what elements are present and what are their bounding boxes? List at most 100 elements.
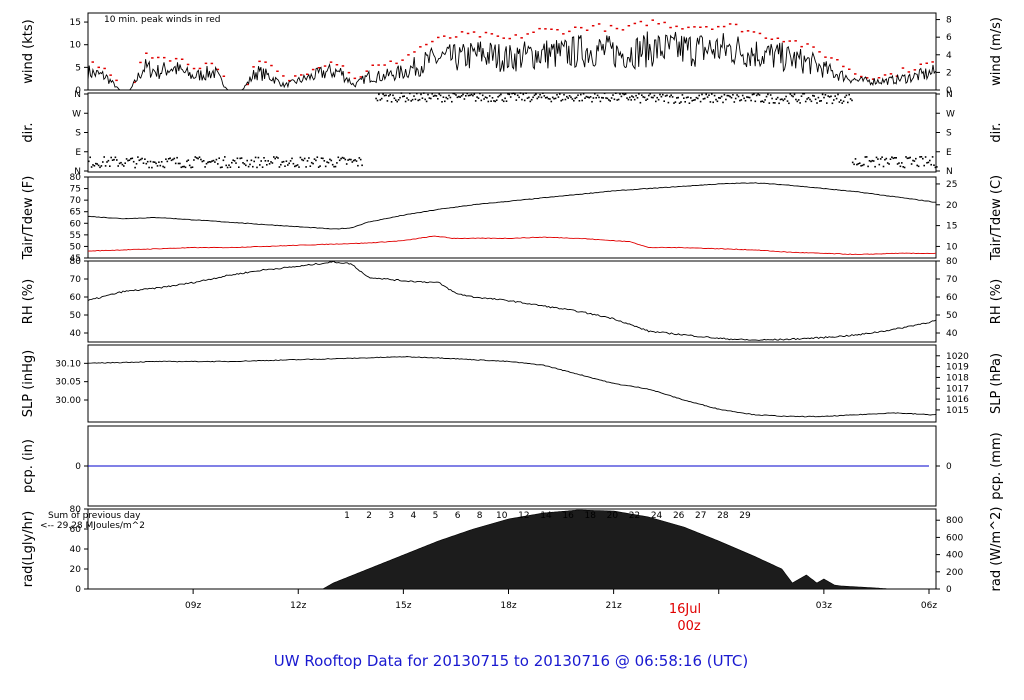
wind-peak-mark bbox=[186, 63, 190, 66]
wind-peak-mark bbox=[699, 26, 702, 28]
direction-point bbox=[922, 157, 924, 160]
direction-point bbox=[934, 166, 937, 169]
direction-point bbox=[296, 164, 299, 166]
direction-point bbox=[128, 159, 131, 161]
slp-left-label: SLP (inHg) bbox=[21, 350, 36, 418]
direction-point bbox=[799, 102, 801, 104]
direction-point bbox=[584, 97, 586, 99]
direction-point bbox=[854, 158, 857, 160]
wind-peak-mark bbox=[276, 70, 279, 72]
direction-point bbox=[333, 165, 335, 168]
direction-point bbox=[643, 96, 646, 99]
direction-point bbox=[601, 96, 603, 99]
direction-point bbox=[924, 156, 927, 158]
direction-point bbox=[470, 93, 473, 96]
panel-slp: SLP (inHg) SLP (hPa)30.0030.0530.10101510… bbox=[21, 344, 1004, 423]
direction-point bbox=[826, 102, 828, 104]
panel-wind: wind (kts) wind (m/s) 0 5 10 15 0 2 4 6 8 10 min. p… bbox=[21, 12, 1004, 96]
wind-peak-mark bbox=[377, 64, 380, 66]
direction-point bbox=[217, 163, 219, 165]
direction-point bbox=[281, 161, 283, 163]
direction-point bbox=[602, 97, 604, 99]
direction-point bbox=[507, 93, 509, 95]
direction-point bbox=[623, 93, 625, 96]
direction-point bbox=[885, 157, 888, 160]
wind-peak-mark bbox=[413, 51, 416, 53]
direction-point bbox=[767, 93, 769, 96]
direction-point bbox=[896, 163, 899, 165]
direction-point bbox=[622, 92, 624, 95]
wind-peak-mark bbox=[288, 79, 291, 82]
radiation-left-tick: 40 bbox=[70, 545, 82, 555]
direction-point bbox=[125, 158, 128, 160]
wind-peak-mark bbox=[770, 38, 774, 40]
direction-point bbox=[550, 100, 553, 103]
direction-point bbox=[407, 99, 410, 101]
direction-point bbox=[758, 94, 761, 96]
direction-point bbox=[303, 157, 306, 160]
direction-point bbox=[764, 99, 766, 101]
radiation-left-tick: 20 bbox=[70, 565, 82, 575]
direction-point bbox=[540, 96, 543, 99]
direction-point bbox=[529, 100, 532, 103]
direction-point bbox=[389, 93, 391, 96]
direction-point bbox=[472, 94, 474, 97]
direction-point bbox=[104, 165, 107, 167]
wind-peak-mark bbox=[675, 25, 678, 28]
direction-point bbox=[284, 165, 286, 167]
direction-point bbox=[158, 161, 160, 163]
direction-point bbox=[142, 162, 145, 164]
temperature-left-tick: 70 bbox=[70, 196, 82, 206]
direction-point bbox=[153, 161, 156, 163]
direction-points bbox=[88, 92, 938, 169]
direction-point bbox=[847, 101, 849, 104]
panel-rh: RH (%) RH (%) 40 50 60 70 80 40 50 60 70 80 bbox=[21, 257, 1004, 343]
direction-point bbox=[577, 94, 579, 96]
direction-point bbox=[732, 94, 734, 96]
wind-peak-mark bbox=[168, 60, 172, 62]
direction-point bbox=[903, 166, 906, 169]
direction-point bbox=[233, 160, 236, 162]
direction-point bbox=[93, 165, 96, 167]
wind-peak-mark bbox=[383, 64, 386, 66]
direction-right-tick: W bbox=[946, 109, 955, 119]
direction-point bbox=[411, 98, 414, 101]
wind-left-tick: 10 bbox=[70, 41, 82, 51]
direction-point bbox=[120, 161, 122, 164]
direction-point bbox=[568, 95, 571, 97]
direction-point bbox=[746, 96, 748, 98]
direction-point bbox=[270, 161, 272, 163]
wind-peak-mark bbox=[502, 37, 505, 39]
direction-point bbox=[639, 101, 642, 104]
temperature-left-tick: 50 bbox=[70, 242, 82, 252]
direction-point bbox=[878, 163, 881, 166]
radiation-top-label: 6 bbox=[455, 511, 461, 521]
direction-point bbox=[508, 93, 511, 96]
direction-point bbox=[431, 93, 433, 95]
radiation-left-label: rad(Lgly/hr) bbox=[21, 511, 36, 587]
direction-point bbox=[521, 98, 523, 101]
direction-point bbox=[802, 92, 804, 95]
wind-peak-mark bbox=[133, 81, 136, 84]
direction-point bbox=[875, 156, 878, 159]
direction-point bbox=[439, 94, 442, 97]
direction-point bbox=[240, 157, 243, 159]
wind-peak-mark bbox=[407, 54, 410, 56]
direction-point bbox=[739, 99, 741, 102]
direction-point bbox=[252, 165, 254, 168]
wind-peak-mark bbox=[550, 28, 553, 30]
direction-point bbox=[320, 157, 323, 159]
direction-point bbox=[113, 158, 115, 161]
x-tick-label: 06z bbox=[921, 601, 937, 611]
direction-point bbox=[692, 99, 695, 101]
direction-point bbox=[130, 157, 132, 160]
direction-point bbox=[806, 98, 808, 100]
direction-point bbox=[103, 156, 105, 158]
wind-peak-mark bbox=[353, 77, 357, 80]
direction-point bbox=[249, 163, 251, 166]
direction-point bbox=[90, 166, 93, 168]
direction-point bbox=[114, 156, 117, 159]
direction-point bbox=[190, 166, 192, 169]
direction-point bbox=[198, 156, 201, 158]
